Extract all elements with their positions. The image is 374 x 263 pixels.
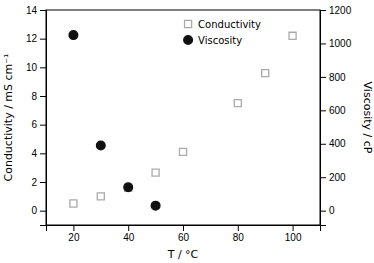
tick-mark <box>320 211 326 212</box>
plot: 2040608010002468101214020040060080010001… <box>26 5 352 243</box>
tick-label: 6 <box>31 119 37 130</box>
tick-mark <box>320 43 326 44</box>
tick: 14 <box>26 5 46 16</box>
tick-label: 40 <box>123 232 135 243</box>
tick-label: 12 <box>26 33 38 44</box>
tick-label: 0 <box>31 205 37 216</box>
point <box>69 31 78 40</box>
y-axis: 0 2 4 6 8 10 12 14 <box>26 5 47 226</box>
tick: 12 <box>26 33 46 44</box>
tick: 60 <box>178 225 190 243</box>
tick-label: 4 <box>31 148 37 159</box>
x-axis-line <box>47 226 321 232</box>
tick: 0 <box>31 205 46 216</box>
tick: 80 <box>233 225 245 243</box>
tick-label: 0 <box>329 205 335 216</box>
point <box>96 141 105 150</box>
tick-mark <box>320 110 326 111</box>
series <box>69 31 160 210</box>
tick-mark <box>40 211 46 212</box>
tick-mark <box>183 225 184 231</box>
y-axis-title: Conductivity / mS cm⁻¹ <box>2 53 15 181</box>
tick-mark <box>40 10 46 11</box>
point <box>151 201 160 210</box>
tick: 10 <box>26 62 46 73</box>
tick: 6 <box>31 119 46 130</box>
tick: 400 <box>320 138 346 149</box>
tick: 100 <box>285 225 302 243</box>
x-axis: 20 40 60 80 100 <box>47 225 321 243</box>
tick-mark <box>320 144 326 145</box>
tick-label: 80 <box>233 232 245 243</box>
legend: Conductivity Viscosity <box>184 19 261 46</box>
tick: 0 <box>320 205 335 216</box>
legend-label: Conductivity <box>198 19 261 30</box>
tick: 8 <box>31 91 46 102</box>
y2-axis: 0 200 400 600 800 1000 1200 <box>320 5 352 226</box>
tick: 1000 <box>320 38 352 49</box>
tick-mark <box>320 77 326 78</box>
tick-label: 60 <box>178 232 190 243</box>
tick-mark <box>40 182 46 183</box>
tick-label: 100 <box>285 232 302 243</box>
point <box>179 148 186 155</box>
tick-mark <box>293 225 294 231</box>
tick-label: 20 <box>68 232 80 243</box>
tick: 800 <box>320 72 346 83</box>
tick-mark <box>238 225 239 231</box>
tick-label: 14 <box>26 5 38 16</box>
tick-label: 200 <box>329 172 346 183</box>
legend-label: Viscosity <box>198 35 242 46</box>
legend-item: Conductivity <box>185 19 261 30</box>
tick-label: 1200 <box>329 5 352 16</box>
point <box>262 70 269 77</box>
tick-label: 8 <box>31 91 37 102</box>
chart: 2040608010002468101214020040060080010001… <box>0 0 374 263</box>
point <box>289 32 296 39</box>
point <box>124 183 133 192</box>
tick: 600 <box>320 105 346 116</box>
tick-label: 800 <box>329 72 346 83</box>
x-axis-title: T / °C <box>167 248 199 261</box>
tick-mark <box>320 177 326 178</box>
tick-mark <box>40 67 46 68</box>
tick: 2 <box>31 177 46 188</box>
y2-axis-line <box>321 11 327 226</box>
tick-label: 10 <box>26 62 38 73</box>
tick: 40 <box>123 225 135 243</box>
tick-mark <box>40 125 46 126</box>
tick: 4 <box>31 148 46 159</box>
tick: 1200 <box>320 5 352 16</box>
marks <box>69 31 296 210</box>
y2-axis-title: Viscosity / cP <box>361 82 374 154</box>
point <box>234 100 241 107</box>
point <box>152 169 159 176</box>
tick-mark <box>40 153 46 154</box>
series <box>70 32 296 207</box>
tick: 200 <box>320 172 346 183</box>
legend-symbol <box>184 36 193 45</box>
tick-mark <box>73 225 74 231</box>
tick-label: 2 <box>31 177 37 188</box>
tick-label: 1000 <box>329 38 352 49</box>
tick-mark <box>128 225 129 231</box>
tick-mark <box>40 96 46 97</box>
legend-item: Viscosity <box>184 35 243 46</box>
tick-mark <box>320 10 326 11</box>
plot-frame <box>46 10 320 225</box>
tick-label: 400 <box>329 138 346 149</box>
legend-symbol <box>185 20 192 27</box>
tick-mark <box>40 39 46 40</box>
tick: 20 <box>68 225 80 243</box>
point <box>97 193 104 200</box>
tick-label: 600 <box>329 105 346 116</box>
point <box>70 200 77 207</box>
